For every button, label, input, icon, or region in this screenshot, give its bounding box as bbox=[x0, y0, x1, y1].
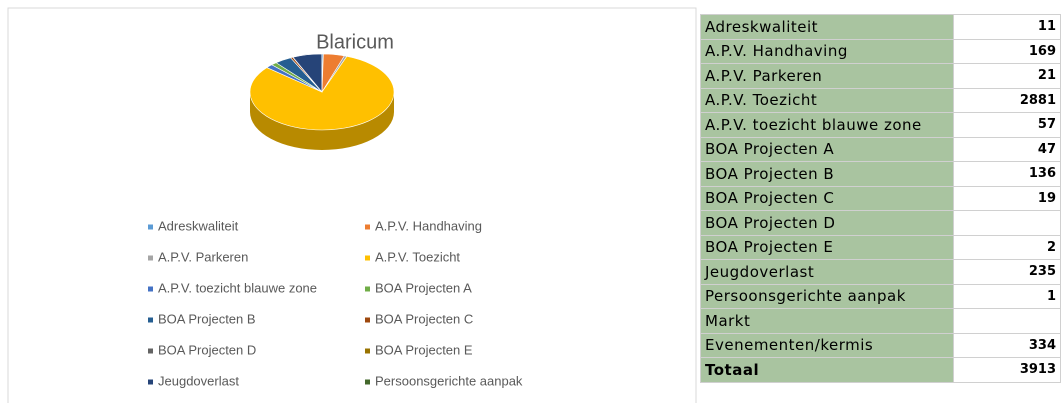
table-row: BOA Projecten A 47 bbox=[699, 136, 1061, 162]
table-row: Jeugdoverlast 235 bbox=[699, 259, 1061, 285]
legend-label: Adreskwaliteit bbox=[158, 218, 239, 233]
legend-label: A.P.V. Handhaving bbox=[375, 218, 482, 233]
table-row: A.P.V. Handhaving 169 bbox=[699, 38, 1061, 64]
table-row: Totaal 3913 bbox=[699, 357, 1061, 383]
legend-swatch bbox=[365, 379, 370, 385]
legend-swatch bbox=[365, 224, 370, 230]
table-row: BOA Projecten B 136 bbox=[699, 161, 1061, 187]
label-cell: BOA Projecten E bbox=[699, 234, 955, 260]
label-cell: BOA Projecten C bbox=[699, 185, 955, 211]
legend-label: BOA Projecten A bbox=[375, 280, 472, 295]
legend-swatch bbox=[365, 255, 370, 261]
chart: Blaricum Adreskwaliteit A.P.V. Handhaving… bbox=[7, 7, 697, 403]
value-cell: 47 bbox=[953, 136, 1061, 162]
legend-label: BOA Projecten B bbox=[158, 311, 256, 326]
slice bbox=[249, 56, 395, 131]
label-cell: Adreskwaliteit bbox=[699, 14, 955, 40]
legend-swatch bbox=[148, 255, 153, 261]
legend-label: A.P.V. Parkeren bbox=[158, 249, 248, 264]
value-cell: 235 bbox=[953, 259, 1061, 285]
slice-side bbox=[250, 92, 394, 150]
chart-title: Blaricum bbox=[316, 31, 394, 53]
legend-swatch bbox=[365, 317, 370, 323]
legend-swatch bbox=[365, 286, 370, 292]
label-cell: Evenementen/kermis bbox=[699, 332, 955, 358]
label-cell: BOA Projecten A bbox=[699, 136, 955, 162]
table: Adreskwaliteit 11 A.P.V. Handhaving 169 A.P.… bbox=[699, 14, 1061, 383]
table-row: Persoonsgerichte aanpak 1 bbox=[699, 283, 1061, 309]
value-cell: 21 bbox=[953, 63, 1061, 89]
value-cell: 136 bbox=[953, 161, 1061, 187]
label-cell: Jeugdoverlast bbox=[699, 259, 955, 285]
label-cell: A.P.V. Handhaving bbox=[699, 38, 955, 64]
table-row: Adreskwaliteit 11 bbox=[699, 14, 1061, 40]
legend-swatch bbox=[365, 348, 370, 354]
table-row: A.P.V. Parkeren 21 bbox=[699, 63, 1061, 89]
legend-label: BOA Projecten E bbox=[375, 342, 473, 357]
legend-label: Persoonsgerichte aanpak bbox=[375, 373, 523, 388]
value-cell: 2 bbox=[953, 234, 1061, 260]
legend-swatch bbox=[148, 224, 153, 230]
value-cell: 11 bbox=[953, 14, 1061, 40]
label-cell: A.P.V. Parkeren bbox=[699, 63, 955, 89]
table-row: Evenementen/kermis 334 bbox=[699, 332, 1061, 358]
table-row: A.P.V. Toezicht 2881 bbox=[699, 87, 1061, 113]
value-cell bbox=[953, 308, 1061, 334]
label-cell: Persoonsgerichte aanpak bbox=[699, 283, 955, 309]
legend-label: BOA Projecten D bbox=[158, 342, 256, 357]
legend-swatch bbox=[148, 379, 153, 385]
label-cell: Totaal bbox=[699, 357, 955, 383]
value-cell: 57 bbox=[953, 112, 1061, 138]
table-row: BOA Projecten D bbox=[699, 210, 1061, 236]
value-cell: 19 bbox=[953, 185, 1061, 211]
table-row: BOA Projecten C 19 bbox=[699, 185, 1061, 211]
value-cell: 169 bbox=[953, 38, 1061, 64]
legend-swatch bbox=[148, 348, 153, 354]
legend-label: A.P.V. toezicht blauwe zone bbox=[158, 280, 317, 295]
label-cell: A.P.V. Toezicht bbox=[699, 87, 955, 113]
value-cell: 3913 bbox=[953, 357, 1061, 383]
value-cell: 2881 bbox=[953, 87, 1061, 113]
label-cell: BOA Projecten B bbox=[699, 161, 955, 187]
table-row: A.P.V. toezicht blauwe zone 57 bbox=[699, 112, 1061, 138]
value-cell bbox=[953, 210, 1061, 236]
value-cell: 1 bbox=[953, 283, 1061, 309]
table-row: Markt bbox=[699, 308, 1061, 334]
legend-label: Jeugdoverlast bbox=[158, 373, 239, 388]
legend-label: A.P.V. Toezicht bbox=[375, 249, 460, 264]
label-cell: A.P.V. toezicht blauwe zone bbox=[699, 112, 955, 138]
value-cell: 334 bbox=[953, 332, 1061, 358]
label-cell: BOA Projecten D bbox=[699, 210, 955, 236]
legend-swatch bbox=[148, 286, 153, 292]
legend-swatch bbox=[148, 317, 153, 323]
legend-label: BOA Projecten C bbox=[375, 311, 473, 326]
label-cell: Markt bbox=[699, 308, 955, 334]
